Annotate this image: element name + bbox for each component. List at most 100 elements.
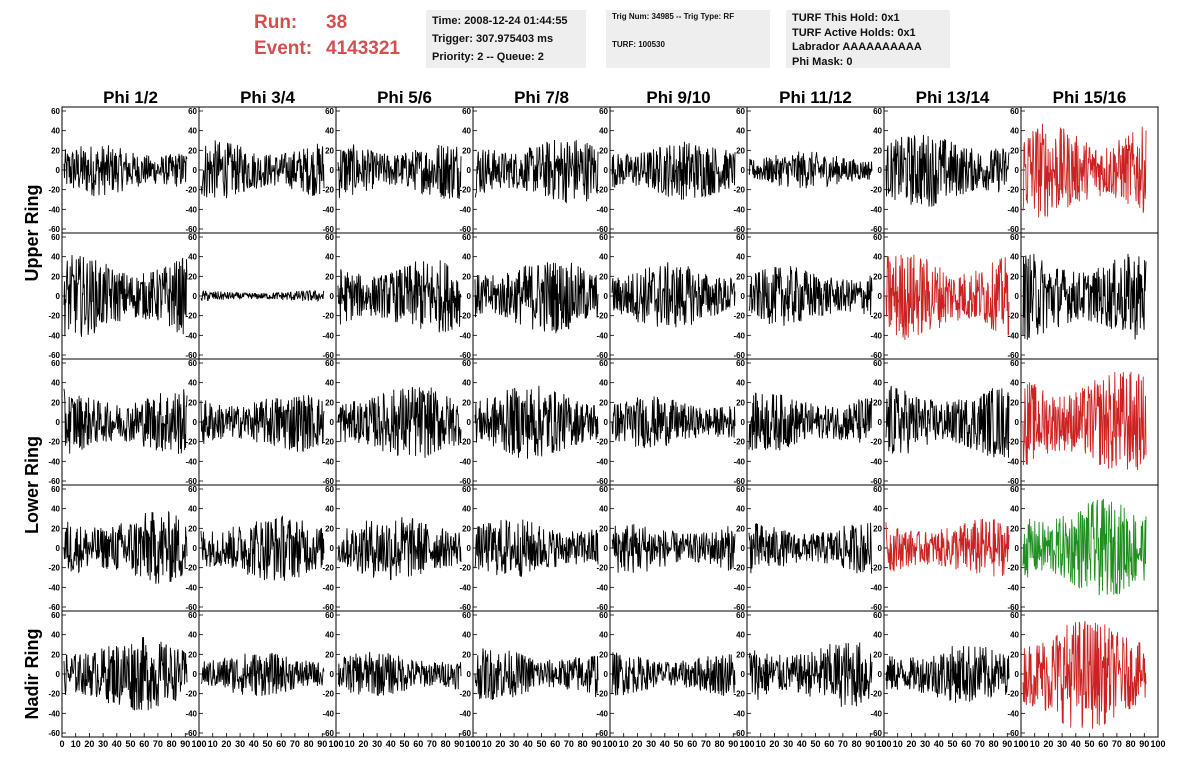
y-tick-label: -60 bbox=[733, 477, 745, 486]
x-tick-label: 90 bbox=[865, 739, 875, 749]
y-tick-label: 20 bbox=[325, 146, 334, 155]
y-tick-label: -20 bbox=[48, 690, 60, 699]
x-tick-label: 50 bbox=[1084, 739, 1094, 749]
y-tick-label: 0 bbox=[604, 166, 609, 175]
y-tick-label: -40 bbox=[870, 331, 882, 340]
y-tick-label: 0 bbox=[193, 292, 198, 301]
y-tick-label: 0 bbox=[604, 544, 609, 553]
priority-line: Priority: 2 -- Queue: 2 bbox=[432, 51, 544, 63]
y-tick-label: 0 bbox=[467, 544, 472, 553]
y-tick-label: 40 bbox=[462, 379, 471, 388]
y-tick-label: 40 bbox=[188, 505, 197, 514]
y-tick-label: 20 bbox=[462, 146, 471, 155]
y-tick-label: 0 bbox=[741, 670, 746, 679]
y-tick-label: 60 bbox=[51, 233, 60, 242]
y-tick-label: 40 bbox=[51, 631, 60, 640]
y-tick-label: 0 bbox=[330, 670, 335, 679]
y-tick-label: -40 bbox=[733, 457, 745, 466]
y-tick-label: -60 bbox=[733, 225, 745, 234]
y-tick-label: 20 bbox=[325, 650, 334, 659]
column-header: Phi 13/14 bbox=[916, 88, 990, 107]
y-tick-label: 40 bbox=[188, 631, 197, 640]
y-tick-label: -20 bbox=[48, 312, 60, 321]
y-tick-label: -60 bbox=[322, 729, 334, 738]
y-tick-label: 60 bbox=[325, 611, 334, 620]
y-tick-label: -60 bbox=[322, 225, 334, 234]
x-tick-label: 60 bbox=[276, 739, 286, 749]
x-tick-label: 10 bbox=[71, 739, 81, 749]
y-tick-label: 60 bbox=[51, 359, 60, 368]
y-tick-label: -20 bbox=[322, 690, 334, 699]
y-tick-label: 0 bbox=[1015, 292, 1020, 301]
y-tick-label: -20 bbox=[459, 564, 471, 573]
y-tick-label: 60 bbox=[1010, 359, 1019, 368]
y-tick-label: 60 bbox=[736, 611, 745, 620]
y-tick-label: 20 bbox=[599, 398, 608, 407]
y-tick-label: 20 bbox=[736, 398, 745, 407]
column-header: Phi 7/8 bbox=[514, 88, 569, 107]
y-tick-label: 60 bbox=[51, 485, 60, 494]
x-tick-label: 0 bbox=[607, 739, 612, 749]
y-tick-label: -40 bbox=[48, 331, 60, 340]
x-tick-label: 50 bbox=[125, 739, 135, 749]
y-tick-label: 0 bbox=[467, 292, 472, 301]
y-tick-label: -40 bbox=[185, 205, 197, 214]
y-tick-label: -60 bbox=[459, 225, 471, 234]
y-tick-label: 20 bbox=[51, 650, 60, 659]
y-tick-label: 0 bbox=[1015, 544, 1020, 553]
x-tick-label: 40 bbox=[934, 739, 944, 749]
y-tick-label: 60 bbox=[873, 233, 882, 242]
x-tick-label: 60 bbox=[413, 739, 423, 749]
y-tick-label: 40 bbox=[462, 505, 471, 514]
y-tick-label: 60 bbox=[1010, 107, 1019, 116]
y-tick-label: -20 bbox=[596, 312, 608, 321]
waveform-trace bbox=[1022, 498, 1147, 596]
trigger-info-box: Time: 2008-12-24 01:44:55 Trigger: 307.9… bbox=[426, 10, 586, 68]
x-tick-label: 60 bbox=[1098, 739, 1108, 749]
y-tick-label: -40 bbox=[322, 709, 334, 718]
x-tick-label: 40 bbox=[523, 739, 533, 749]
row-group-label: Upper Ring bbox=[22, 185, 42, 282]
time-line: Time: 2008-12-24 01:44:55 bbox=[432, 15, 568, 27]
y-tick-label: -60 bbox=[48, 351, 60, 360]
waveform-trace bbox=[63, 510, 188, 584]
y-tick-label: 20 bbox=[325, 398, 334, 407]
x-tick-label: 20 bbox=[221, 739, 231, 749]
y-tick-label: -60 bbox=[48, 477, 60, 486]
y-tick-label: 0 bbox=[56, 166, 61, 175]
x-tick-label: 50 bbox=[673, 739, 683, 749]
x-tick-label: 30 bbox=[1057, 739, 1067, 749]
y-tick-label: 40 bbox=[325, 631, 334, 640]
y-tick-label: 60 bbox=[325, 485, 334, 494]
y-tick-label: 40 bbox=[1010, 127, 1019, 136]
y-tick-label: -20 bbox=[185, 564, 197, 573]
y-tick-label: -60 bbox=[185, 351, 197, 360]
trig-line: Trig Num: 34985 -- Trig Type: RF bbox=[612, 12, 735, 21]
y-tick-label: 40 bbox=[1010, 505, 1019, 514]
y-tick-label: -20 bbox=[322, 438, 334, 447]
y-tick-label: 40 bbox=[873, 379, 882, 388]
waveform-trace bbox=[748, 151, 873, 189]
y-tick-label: -20 bbox=[870, 690, 882, 699]
y-tick-label: -60 bbox=[322, 477, 334, 486]
y-tick-label: -20 bbox=[322, 564, 334, 573]
labrador-line: Labrador AAAAAAAAAA bbox=[792, 41, 922, 53]
y-tick-label: 40 bbox=[51, 505, 60, 514]
y-tick-label: -60 bbox=[185, 477, 197, 486]
y-tick-label: -20 bbox=[48, 438, 60, 447]
x-tick-label: 100 bbox=[1013, 739, 1028, 749]
hold-line: TURF This Hold: 0x1 bbox=[792, 12, 900, 24]
x-tick-label: 100 bbox=[1150, 739, 1165, 749]
x-tick-label: 70 bbox=[427, 739, 437, 749]
x-tick-label: 30 bbox=[920, 739, 930, 749]
y-tick-label: 60 bbox=[188, 485, 197, 494]
y-tick-label: 20 bbox=[462, 272, 471, 281]
y-tick-label: 40 bbox=[51, 379, 60, 388]
x-tick-label: 70 bbox=[564, 739, 574, 749]
y-tick-label: 0 bbox=[193, 670, 198, 679]
y-tick-label: 20 bbox=[599, 146, 608, 155]
x-tick-label: 0 bbox=[470, 739, 475, 749]
waveform-trace bbox=[885, 254, 1010, 341]
y-tick-label: 0 bbox=[741, 166, 746, 175]
y-tick-label: 0 bbox=[604, 418, 609, 427]
